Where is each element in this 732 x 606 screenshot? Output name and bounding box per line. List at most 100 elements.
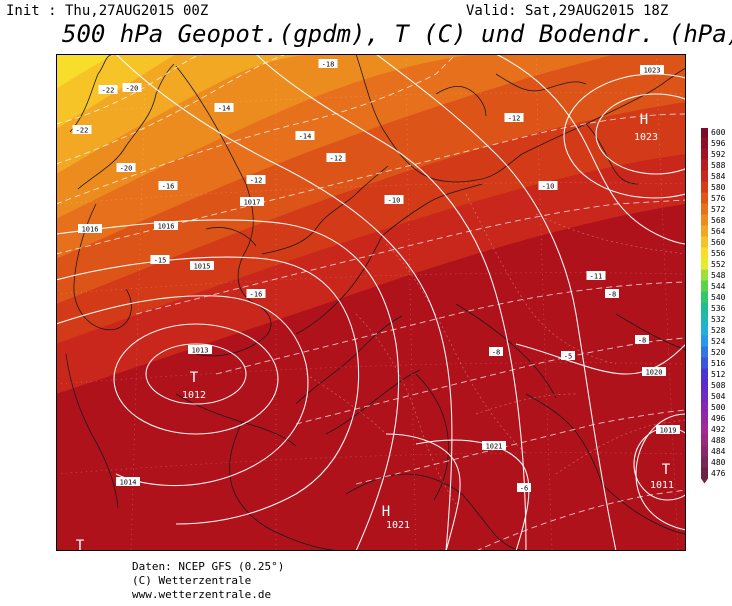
pressure-label: 1020 <box>642 367 666 377</box>
svg-text:-8: -8 <box>638 337 646 345</box>
legend-level: 484 <box>711 447 726 456</box>
temperature-label: -16 <box>246 289 266 299</box>
low-center-west: T 1012 <box>182 370 206 401</box>
temperature-label: -20 <box>116 163 136 173</box>
low-center-south-west: T <box>76 538 85 554</box>
legend-level: 544 <box>711 282 726 291</box>
legend-swatch <box>701 236 708 248</box>
legend-level: 576 <box>711 194 726 203</box>
legend-swatch <box>701 203 708 215</box>
legend-level: 476 <box>711 469 726 478</box>
legend-level: 548 <box>711 271 726 280</box>
legend-level: 508 <box>711 381 726 390</box>
legend-level: 532 <box>711 315 726 324</box>
legend-level: 564 <box>711 227 726 236</box>
legend-level: 584 <box>711 172 726 181</box>
svg-text:-10: -10 <box>542 183 555 191</box>
low-value: 1011 <box>650 480 674 491</box>
pressure-labels: 1016 1016 1015 1013 1021 1020 1019 1017 1014 1023 <box>78 65 680 487</box>
credit-data-source: Daten: NCEP GFS (0.25°) <box>132 560 285 573</box>
svg-text:-6: -6 <box>520 485 528 493</box>
svg-text:1013: 1013 <box>192 347 209 355</box>
legend-swatch <box>701 302 708 314</box>
svg-text:-20: -20 <box>120 165 133 173</box>
svg-text:-16: -16 <box>250 291 263 299</box>
temperature-label: -12 <box>246 175 266 185</box>
pressure-label: 1021 <box>482 441 506 451</box>
svg-text:-10: -10 <box>388 197 401 205</box>
legend-swatch <box>701 170 708 182</box>
legend-level: 596 <box>711 139 726 148</box>
credit-website[interactable]: www.wetterzentrale.de <box>132 588 272 601</box>
temperature-label: -18 <box>318 59 338 69</box>
high-symbol: H <box>640 112 648 128</box>
temperature-label: -11 <box>586 271 606 281</box>
temperature-label: -8 <box>489 347 503 357</box>
svg-text:1016: 1016 <box>158 223 175 231</box>
legend-level: 516 <box>711 359 726 368</box>
pressure-label: 1019 <box>656 425 680 435</box>
legend-swatch <box>701 412 708 424</box>
temperature-label: -12 <box>504 113 524 123</box>
legend-level: 512 <box>711 370 726 379</box>
legend-swatch <box>701 126 708 138</box>
temperature-label: -14 <box>295 131 315 141</box>
svg-text:-22: -22 <box>76 127 89 135</box>
legend-level: 480 <box>711 458 726 467</box>
high-center-south: H 1021 <box>382 504 410 531</box>
svg-text:-12: -12 <box>250 177 263 185</box>
legend-level: 488 <box>711 436 726 445</box>
legend-level: 560 <box>711 238 726 247</box>
temperature-label: -10 <box>538 181 558 191</box>
legend-swatch <box>701 368 708 380</box>
legend-level: 504 <box>711 392 726 401</box>
temperature-label: -16 <box>158 181 178 191</box>
legend-swatch <box>701 390 708 402</box>
isobars <box>56 54 686 551</box>
svg-text:-20: -20 <box>126 85 139 93</box>
legend-swatch <box>701 280 708 292</box>
legend-swatch <box>701 225 708 237</box>
coastlines <box>65 54 686 551</box>
map-canvas: 1016 1016 1015 1013 1021 1020 1019 1017 1014 1023… <box>56 54 686 554</box>
legend-level: 536 <box>711 304 726 313</box>
temperature-label: -22 <box>98 85 118 95</box>
svg-text:-16: -16 <box>162 183 175 191</box>
legend-level: 540 <box>711 293 726 302</box>
legend-swatch <box>701 313 708 325</box>
pressure-label: 1014 <box>116 477 140 487</box>
temperature-labels: -22 -20 -22 -20 -16 -14 -15 -14 -18 -12 -12 -12 -16 -… <box>72 59 649 493</box>
svg-text:-5: -5 <box>564 353 572 361</box>
svg-text:1016: 1016 <box>82 226 99 234</box>
temperature-label: -8 <box>635 335 649 345</box>
svg-text:1020: 1020 <box>646 369 663 377</box>
weather-map: 1016 1016 1015 1013 1021 1020 1019 1017 1014 1023… <box>56 54 686 554</box>
legend-swatch <box>701 335 708 347</box>
legend-swatch <box>701 467 708 479</box>
pressure-label: 1016 <box>78 224 102 234</box>
legend-level: 588 <box>711 161 726 170</box>
legend-level: 580 <box>711 183 726 192</box>
legend-level: 500 <box>711 403 726 412</box>
temperature-label: -20 <box>122 83 142 93</box>
legend-level: 592 <box>711 150 726 159</box>
temperature-label: -6 <box>517 483 531 493</box>
legend-swatch <box>701 258 708 270</box>
legend-level: 492 <box>711 425 726 434</box>
legend-level: 524 <box>711 337 726 346</box>
svg-text:-14: -14 <box>299 133 312 141</box>
pressure-label: 1023 <box>640 65 664 75</box>
legend-swatch <box>701 324 708 336</box>
legend-swatch <box>701 357 708 369</box>
credit-copyright: (C) Wetterzentrale <box>132 574 252 587</box>
legend-bar: 600 596 592 588 584 580 576 572 568 564 560 556 552 5… <box>701 121 726 484</box>
legend-level: 568 <box>711 216 726 225</box>
temperature-label: -5 <box>561 351 575 361</box>
high-center-north-east: H 1023 <box>634 112 658 143</box>
temperature-label: -15 <box>150 255 170 265</box>
svg-text:1021: 1021 <box>486 443 503 451</box>
valid-time: Valid: Sat,29AUG2015 18Z <box>466 3 669 19</box>
map-frame <box>56 54 686 551</box>
legend-swatch <box>701 214 708 226</box>
svg-text:-18: -18 <box>322 61 335 69</box>
